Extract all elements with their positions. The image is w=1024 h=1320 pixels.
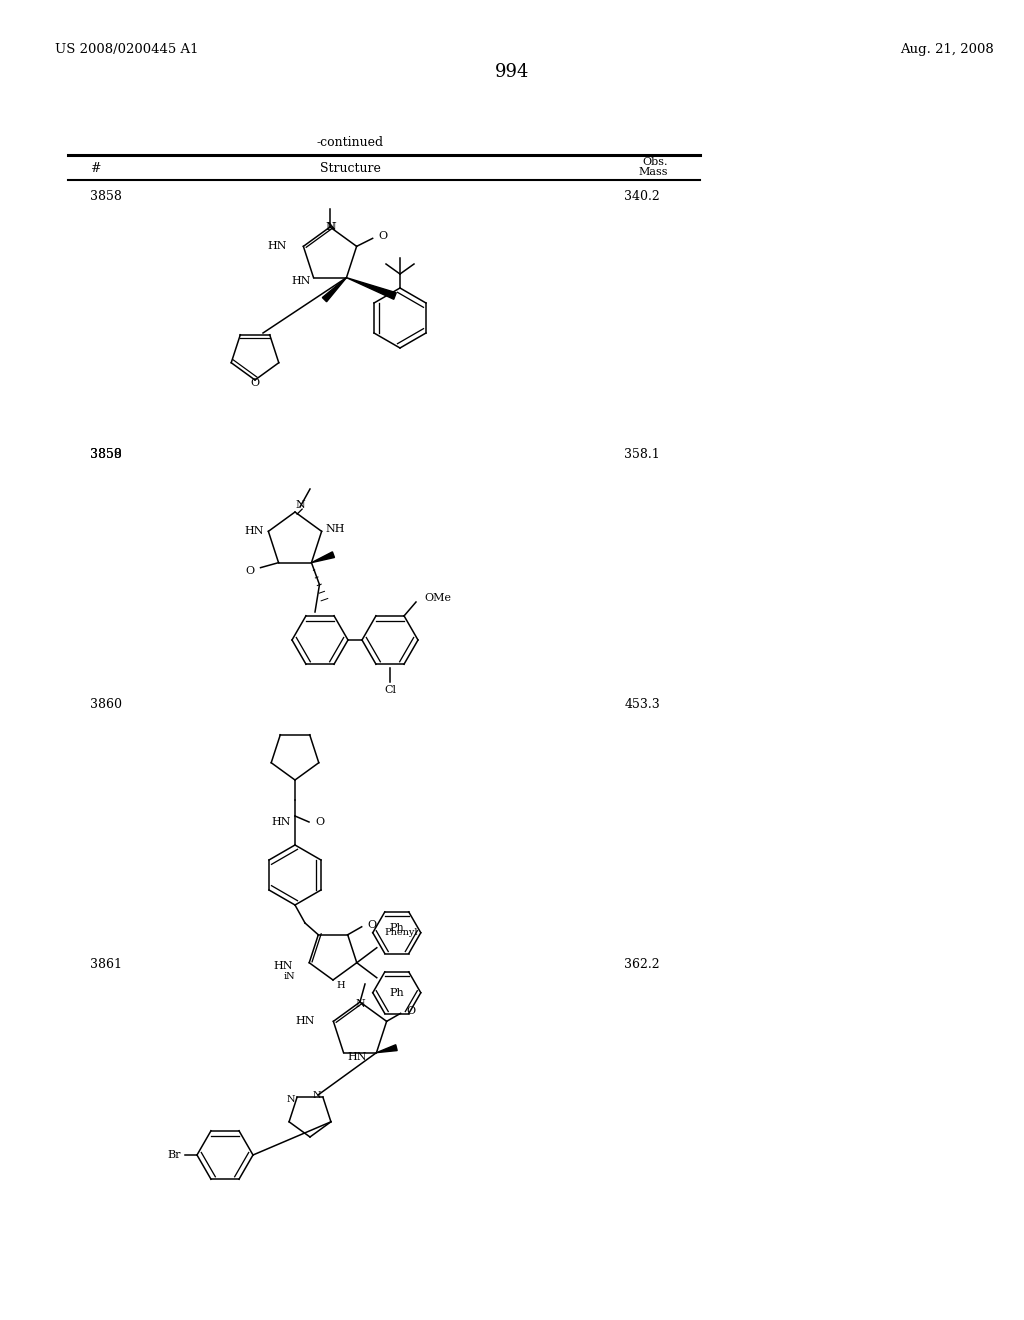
Text: N: N: [355, 999, 365, 1008]
Text: 362.2: 362.2: [625, 957, 660, 970]
Text: O: O: [315, 817, 325, 828]
Text: O: O: [379, 231, 388, 242]
Text: iN: iN: [284, 973, 295, 981]
Text: NH: NH: [326, 524, 345, 535]
Text: Cl: Cl: [384, 685, 396, 696]
Text: O: O: [407, 1006, 416, 1016]
Text: HN: HN: [347, 1052, 367, 1061]
Text: O: O: [368, 920, 377, 929]
Text: 3858: 3858: [90, 449, 122, 462]
Text: -continued: -continued: [316, 136, 384, 149]
Text: N: N: [287, 1094, 295, 1104]
Text: 3860: 3860: [90, 698, 122, 711]
Polygon shape: [323, 277, 346, 302]
Text: 994: 994: [495, 63, 529, 81]
Text: 340.2: 340.2: [625, 190, 660, 202]
Text: US 2008/0200445 A1: US 2008/0200445 A1: [55, 44, 199, 57]
Text: HN: HN: [268, 242, 288, 251]
Text: 3861: 3861: [90, 957, 122, 970]
Text: HN: HN: [296, 1016, 315, 1027]
Text: N: N: [295, 500, 305, 510]
Text: HN: HN: [245, 527, 264, 536]
Text: Ph: Ph: [389, 987, 404, 998]
Text: O: O: [246, 566, 255, 576]
Text: O: O: [251, 378, 259, 388]
Text: Ph: Ph: [389, 923, 404, 933]
Text: Obs.: Obs.: [642, 157, 668, 168]
Text: N: N: [326, 222, 335, 232]
Text: #: #: [90, 161, 100, 174]
Text: Aug. 21, 2008: Aug. 21, 2008: [900, 44, 993, 57]
Text: N: N: [326, 222, 336, 232]
Polygon shape: [377, 1044, 397, 1052]
Text: OMe: OMe: [424, 593, 451, 603]
Text: H: H: [336, 981, 345, 990]
Text: 3858: 3858: [90, 190, 122, 202]
Text: Phenyl: Phenyl: [384, 928, 418, 937]
Text: Br: Br: [168, 1150, 181, 1160]
Text: Mass: Mass: [639, 168, 668, 177]
Text: HN: HN: [271, 817, 291, 828]
Text: HN: HN: [273, 961, 293, 970]
Text: N: N: [312, 1090, 321, 1100]
Text: Structure: Structure: [319, 161, 381, 174]
Polygon shape: [346, 277, 396, 300]
Text: 3859: 3859: [90, 449, 122, 462]
Text: 453.3: 453.3: [625, 698, 660, 711]
Polygon shape: [311, 552, 335, 562]
Text: HN: HN: [291, 276, 310, 285]
Text: 358.1: 358.1: [625, 449, 660, 462]
